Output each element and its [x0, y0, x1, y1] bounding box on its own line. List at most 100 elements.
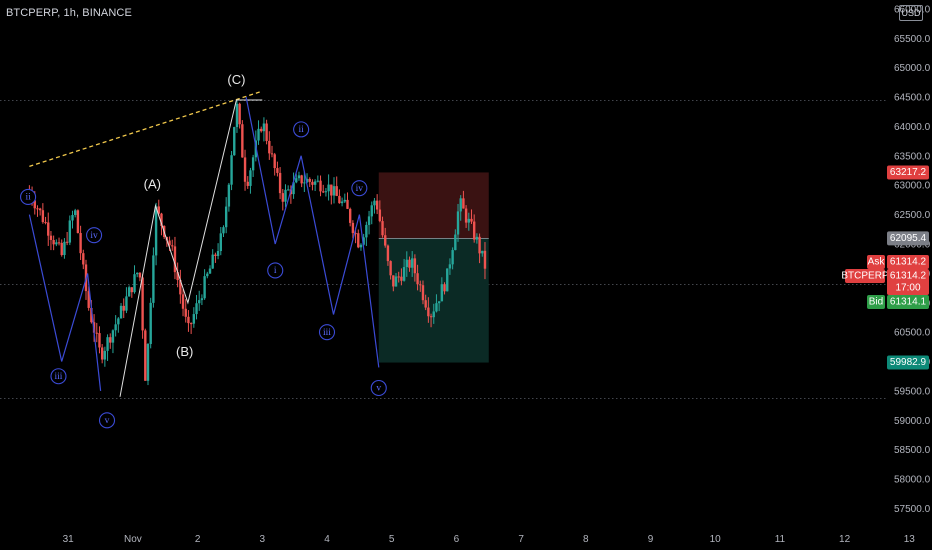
- candle-body: [68, 220, 72, 243]
- candle-body: [373, 200, 376, 206]
- wave-label: iv: [356, 184, 364, 194]
- wave-label: v: [105, 416, 110, 426]
- candle-body: [416, 273, 419, 285]
- wave-label-circle: [318, 324, 336, 341]
- candle-body: [324, 191, 328, 193]
- candle-body: [152, 255, 155, 303]
- stop-price-tag: [887, 165, 929, 180]
- candle-body: [146, 343, 150, 381]
- candle-body: [308, 178, 311, 182]
- candle-body: [127, 287, 131, 297]
- candle-body: [327, 184, 330, 192]
- candle-body: [195, 303, 198, 315]
- wave-label: v: [376, 384, 381, 394]
- time-tick-label: 13: [904, 534, 916, 545]
- wave-label-circle: [86, 227, 103, 244]
- wave-label-circle: [267, 262, 284, 279]
- candle-body: [459, 198, 462, 212]
- candle-body: [63, 241, 66, 256]
- price-tick-label: 65000.0: [894, 63, 931, 74]
- candle-body: [424, 300, 427, 308]
- candle-body: [257, 128, 260, 141]
- candle-body: [472, 221, 476, 240]
- candle-body: [384, 235, 387, 246]
- time-tick-label: 7: [518, 534, 524, 545]
- currency-button[interactable]: USD: [899, 5, 923, 21]
- candle-body: [189, 323, 193, 325]
- candle-body: [402, 267, 406, 281]
- candle-body: [184, 308, 187, 317]
- candle-body: [141, 277, 144, 331]
- time-tick-label: 10: [710, 534, 722, 545]
- entry-price-value: 62095.4: [890, 233, 927, 244]
- candle-body: [71, 214, 74, 221]
- ask-label-tag: [867, 255, 885, 269]
- wave-label: iii: [323, 328, 331, 338]
- price-tick-label: 57500.0: [894, 504, 931, 515]
- price-tick-label: 60500.0: [894, 328, 931, 339]
- abc-wave-label: (B): [176, 344, 193, 359]
- candle-body: [316, 180, 320, 182]
- candle-body: [427, 307, 430, 317]
- price-tick-label: 64500.0: [894, 93, 931, 104]
- abc-wave-label: (A): [144, 177, 161, 192]
- candle-body: [179, 280, 182, 295]
- candle-body: [246, 181, 249, 186]
- candle-body: [392, 275, 395, 287]
- candle-body: [451, 250, 454, 265]
- candle-body: [192, 314, 196, 324]
- price-tick-label: 59500.0: [894, 386, 931, 397]
- candle-body: [251, 157, 255, 171]
- candle-body: [467, 218, 471, 223]
- candle-body: [214, 254, 217, 256]
- candle-body: [216, 251, 220, 256]
- price-tick-label: 63500.0: [894, 151, 931, 162]
- candle-body: [268, 140, 271, 154]
- candle-body: [57, 242, 61, 244]
- candle-body: [203, 276, 206, 299]
- candle-body: [381, 221, 384, 236]
- candle-body: [87, 291, 90, 308]
- price-tick-label: 58000.0: [894, 475, 931, 486]
- entry-price-tag: [887, 231, 929, 246]
- candle-body: [168, 240, 171, 246]
- time-tick-label: 2: [195, 534, 201, 545]
- candle-body: [208, 268, 212, 274]
- candle-body: [410, 258, 414, 268]
- candle-body: [351, 222, 355, 234]
- candle-body: [224, 206, 228, 228]
- candle-body: [340, 201, 344, 204]
- price-tick-label: 63000.0: [894, 181, 931, 192]
- bid-price-tag: [887, 295, 929, 309]
- candle-body: [95, 332, 98, 334]
- candle-body: [206, 273, 209, 277]
- candle-body: [149, 302, 152, 344]
- candle-body: [181, 294, 185, 309]
- last-symbol-label: BTCPERP: [841, 271, 889, 282]
- candle-body: [260, 128, 263, 132]
- candle-body: [262, 123, 266, 132]
- candle-body: [405, 259, 408, 268]
- candle-body: [122, 305, 125, 311]
- candle-body: [65, 241, 69, 243]
- bid-label-tag: [867, 295, 885, 309]
- candle-body: [322, 191, 325, 193]
- impulse-wave-path-right: [245, 96, 380, 368]
- stop-price-value: 63217.2: [890, 167, 927, 178]
- price-tick-label: 66000.0: [894, 4, 931, 15]
- wave-label: iv: [90, 231, 98, 241]
- candle-body: [249, 170, 252, 186]
- ask-price-value: 61314.2: [890, 257, 927, 268]
- candle-body: [295, 178, 298, 183]
- candle-body: [292, 182, 295, 195]
- candle-body: [41, 210, 45, 223]
- candle-body: [389, 261, 392, 276]
- candle-body: [219, 233, 222, 252]
- candle-body: [119, 305, 123, 319]
- candle-body: [443, 284, 446, 292]
- wave-label-circle: [20, 188, 37, 206]
- candle-body: [421, 285, 425, 301]
- wave-label: iii: [55, 372, 63, 382]
- candle-body: [227, 184, 231, 207]
